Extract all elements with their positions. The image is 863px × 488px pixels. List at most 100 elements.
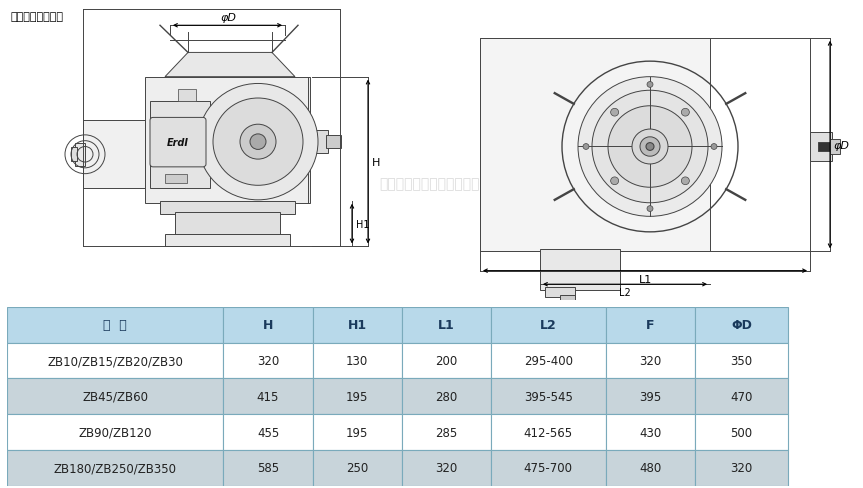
Bar	[71, 148, 77, 162]
Text: 型  号: 型 号	[104, 319, 127, 332]
Text: 430: 430	[639, 426, 661, 439]
Text: ZB45/ZB60: ZB45/ZB60	[82, 390, 148, 403]
Text: 585: 585	[257, 461, 279, 474]
Bar	[545, 287, 575, 297]
Text: 195: 195	[346, 390, 369, 403]
Circle shape	[640, 138, 660, 157]
Circle shape	[250, 135, 266, 150]
Bar	[7, 450, 224, 486]
Text: 130: 130	[346, 354, 369, 367]
Text: ZB90/ZB120: ZB90/ZB120	[79, 426, 152, 439]
Bar	[7, 343, 224, 379]
Bar	[491, 307, 606, 343]
Bar	[160, 202, 295, 215]
Text: 470: 470	[730, 390, 753, 403]
Bar	[312, 343, 402, 379]
Bar	[224, 307, 312, 343]
Bar	[402, 307, 491, 343]
Text: 上海湖泉阀门集团有限公司: 上海湖泉阀门集团有限公司	[380, 177, 480, 191]
Bar	[480, 39, 710, 252]
Text: F: F	[646, 319, 654, 332]
Circle shape	[578, 78, 722, 217]
Bar	[75, 143, 85, 166]
Circle shape	[647, 206, 653, 212]
Bar	[491, 414, 606, 450]
Circle shape	[647, 82, 653, 88]
Text: 395-545: 395-545	[524, 390, 573, 403]
Circle shape	[213, 99, 303, 186]
Bar	[224, 379, 312, 414]
Bar	[312, 414, 402, 450]
Text: ZB10/ZB15/ZB20/ZB30: ZB10/ZB15/ZB20/ZB30	[47, 354, 183, 367]
Text: φD: φD	[220, 13, 236, 23]
Circle shape	[682, 178, 690, 185]
Bar	[560, 295, 575, 300]
Circle shape	[632, 130, 668, 164]
Text: 455: 455	[257, 426, 279, 439]
Text: L2: L2	[540, 319, 557, 332]
Circle shape	[608, 106, 692, 188]
Text: 500: 500	[730, 426, 753, 439]
Bar	[83, 121, 145, 189]
Text: H1: H1	[348, 319, 367, 332]
Text: 280: 280	[435, 390, 457, 403]
Text: ErdI: ErdI	[167, 137, 189, 147]
Text: 475-700: 475-700	[524, 461, 573, 474]
Text: H: H	[372, 157, 381, 167]
Bar	[7, 307, 224, 343]
Bar	[480, 39, 810, 252]
Bar	[695, 414, 788, 450]
Circle shape	[240, 125, 276, 160]
Bar	[695, 343, 788, 379]
Bar	[402, 379, 491, 414]
Text: 285: 285	[435, 426, 457, 439]
Bar	[312, 379, 402, 414]
Text: 195: 195	[346, 426, 369, 439]
Bar	[695, 450, 788, 486]
Bar	[312, 450, 402, 486]
Text: 320: 320	[730, 461, 753, 474]
Bar	[175, 213, 280, 234]
Bar	[224, 414, 312, 450]
Bar	[695, 307, 788, 343]
Bar	[402, 343, 491, 379]
Bar	[7, 379, 224, 414]
Text: L1: L1	[438, 319, 455, 332]
Bar	[606, 450, 695, 486]
Bar	[178, 90, 196, 102]
Text: 250: 250	[346, 461, 369, 474]
Bar	[606, 414, 695, 450]
Bar	[402, 414, 491, 450]
Circle shape	[682, 109, 690, 117]
Bar	[695, 379, 788, 414]
Text: 320: 320	[435, 461, 457, 474]
Circle shape	[592, 91, 708, 203]
Bar	[491, 343, 606, 379]
Bar	[606, 379, 695, 414]
Text: 320: 320	[639, 354, 661, 367]
Text: L2: L2	[619, 287, 631, 298]
Bar	[150, 102, 210, 189]
Text: 200: 200	[435, 354, 457, 367]
Text: φD: φD	[833, 140, 849, 150]
Bar	[491, 450, 606, 486]
Text: H1: H1	[356, 219, 369, 229]
Text: 350: 350	[730, 354, 753, 367]
Bar	[224, 343, 312, 379]
Text: 480: 480	[639, 461, 661, 474]
Bar	[818, 142, 830, 152]
Text: 415: 415	[257, 390, 280, 403]
Bar	[606, 307, 695, 343]
Text: 295-400: 295-400	[524, 354, 573, 367]
Bar	[810, 133, 832, 162]
Circle shape	[583, 144, 589, 150]
Bar	[326, 136, 341, 149]
Text: ΦD: ΦD	[731, 319, 752, 332]
Bar	[308, 131, 328, 154]
Bar	[830, 140, 840, 155]
Bar	[491, 379, 606, 414]
Text: L1: L1	[639, 274, 652, 284]
Text: ZB180/ZB250/ZB350: ZB180/ZB250/ZB350	[54, 461, 177, 474]
Text: H: H	[263, 319, 274, 332]
Text: 外形及外形尺寸表: 外形及外形尺寸表	[10, 12, 63, 22]
